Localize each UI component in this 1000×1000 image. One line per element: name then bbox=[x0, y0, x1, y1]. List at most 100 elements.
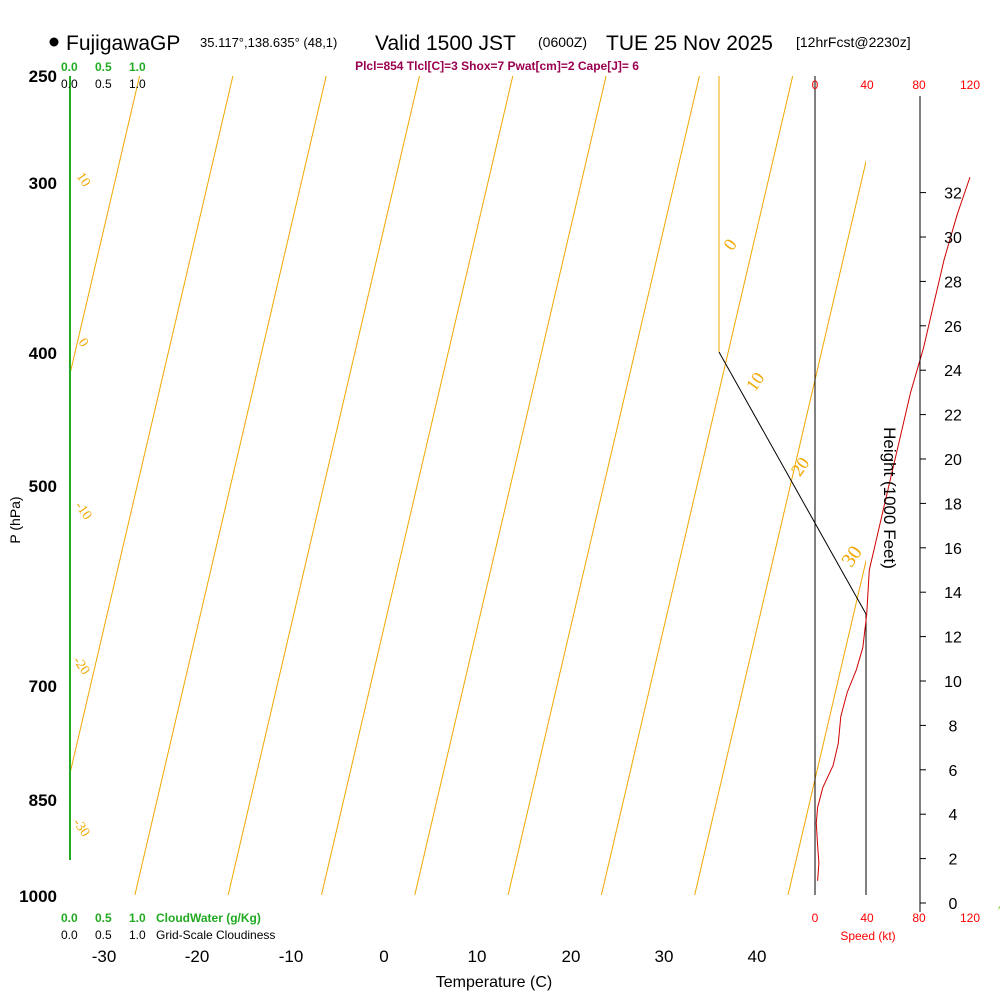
height-axis: Height (1000 Feet) 024681012141618202224… bbox=[880, 96, 962, 913]
svg-text:0.5: 0.5 bbox=[95, 60, 112, 74]
svg-text:120: 120 bbox=[960, 911, 980, 925]
svg-text:1.0: 1.0 bbox=[129, 77, 146, 91]
svg-text:80: 80 bbox=[912, 78, 926, 92]
speed-axis: 0 40 80 120 0 40 80 120 Speed (kt) bbox=[812, 78, 981, 943]
dry-adiabat-line bbox=[863, 0, 1000, 2]
moist-adiabat-line bbox=[591, 0, 1000, 2]
speed-panel bbox=[718, 76, 867, 895]
svg-text:1.0: 1.0 bbox=[129, 60, 146, 74]
moist-adiabat-line bbox=[637, 0, 1000, 2]
diagram-background bbox=[0, 0, 1000, 895]
isotherm-label: -30 bbox=[69, 816, 92, 840]
title-row: FujigawaGP 35.117°,138.635° (48,1) Valid… bbox=[49, 32, 911, 55]
cloud-axis-top: 0.0 0.5 1.0 0.0 0.5 1.0 bbox=[61, 60, 146, 91]
cloudiness-label: Grid-Scale Cloudiness bbox=[156, 928, 275, 942]
height-tick-label: 22 bbox=[944, 408, 962, 425]
pressure-tick-700: 700 bbox=[29, 677, 57, 696]
pressure-tick-1000: 1000 bbox=[19, 887, 57, 906]
station-dot-icon bbox=[49, 37, 59, 47]
height-tick-label: 8 bbox=[949, 718, 958, 735]
svg-text:80: 80 bbox=[912, 911, 926, 925]
svg-text:40: 40 bbox=[860, 911, 874, 925]
isotherm-label: 10 bbox=[742, 368, 769, 394]
svg-text:0.0: 0.0 bbox=[61, 77, 78, 91]
svg-text:0: 0 bbox=[812, 911, 819, 925]
isotherm-line bbox=[600, 76, 794, 895]
moist-adiabat-line bbox=[605, 0, 1000, 2]
moist-adiabat-line bbox=[844, 0, 1000, 2]
moist-adiabat-line bbox=[679, 0, 1000, 2]
svg-text:0.0: 0.0 bbox=[61, 928, 78, 942]
pressure-tick-300: 300 bbox=[29, 174, 57, 193]
y-axis-label: P (hPa) bbox=[7, 496, 23, 543]
dry-adiabat-line bbox=[487, 0, 975, 2]
temp-tick-40: 40 bbox=[748, 947, 767, 966]
pressure-tick-400: 400 bbox=[29, 344, 57, 363]
height-tick-label: 6 bbox=[949, 763, 958, 780]
isotherm-line bbox=[70, 76, 141, 377]
cloud-axis-bottom: 0.0 0.5 1.0 CloudWater (g/Kg) 0.0 0.5 1.… bbox=[61, 911, 275, 942]
height-tick-label: 20 bbox=[944, 452, 962, 469]
temp-tick--30: -30 bbox=[92, 947, 117, 966]
dry-adiabat-line bbox=[801, 0, 1000, 2]
cloudwater-label: CloudWater (g/Kg) bbox=[156, 911, 261, 925]
height-tick-label: 26 bbox=[944, 319, 962, 336]
height-axis-label: Height (1000 Feet) bbox=[880, 427, 899, 569]
dry-adiabat-line bbox=[299, 0, 695, 2]
temp-tick--10: -10 bbox=[279, 947, 304, 966]
dry-adiabat-line bbox=[926, 0, 1000, 2]
svg-text:1.0: 1.0 bbox=[129, 928, 146, 942]
height-tick-label: 16 bbox=[944, 541, 962, 558]
svg-text:0: 0 bbox=[812, 78, 819, 92]
temp-tick-0: 0 bbox=[379, 947, 388, 966]
isotherm-line bbox=[507, 76, 700, 895]
temp-tick--20: -20 bbox=[185, 947, 210, 966]
dry-adiabat-line bbox=[989, 0, 1000, 2]
isotherm-label: 10 bbox=[73, 170, 93, 190]
dry-adiabat-line bbox=[675, 0, 1000, 2]
height-tick-label: 18 bbox=[944, 496, 962, 513]
svg-text:0.0: 0.0 bbox=[61, 60, 78, 74]
height-tick-label: 4 bbox=[949, 807, 958, 824]
valid-date: TUE 25 Nov 2025 bbox=[606, 32, 773, 55]
svg-text:0.5: 0.5 bbox=[95, 911, 112, 925]
svg-text:120: 120 bbox=[960, 78, 980, 92]
dry-adiabat-line bbox=[550, 0, 1000, 2]
moist-adiabat-line bbox=[918, 0, 1000, 2]
height-tick-label: 10 bbox=[944, 674, 962, 691]
svg-text:0.0: 0.0 bbox=[61, 911, 78, 925]
svg-text:1.0: 1.0 bbox=[129, 911, 146, 925]
isotherm-line bbox=[0, 0, 47, 895]
moist-adiabat-line bbox=[577, 0, 1000, 2]
isotherm-label: -10 bbox=[71, 499, 94, 523]
isotherm-line bbox=[70, 76, 234, 776]
mixing-ratio-label: 1 bbox=[995, 903, 1000, 917]
dry-adiabat-line bbox=[738, 0, 1000, 2]
pressure-tick-250: 250 bbox=[29, 67, 57, 86]
dry-adiabat-line bbox=[612, 0, 1000, 2]
valid-time: Valid 1500 JST bbox=[375, 32, 516, 55]
height-tick-label: 12 bbox=[944, 630, 962, 647]
isotherm-label: 0 bbox=[75, 336, 91, 350]
station-name: FujigawaGP bbox=[66, 32, 180, 55]
moist-adiabat-line bbox=[727, 0, 1000, 2]
valid-zulu: (0600Z) bbox=[538, 34, 587, 50]
isotherm-line bbox=[694, 159, 866, 895]
height-tick-label: 30 bbox=[944, 230, 962, 247]
x-axis-label: Temperature (C) bbox=[436, 974, 552, 991]
isotherm-label: -20 bbox=[69, 654, 92, 678]
temp-tick-30: 30 bbox=[655, 947, 674, 966]
height-tick-label: 2 bbox=[949, 852, 958, 869]
moist-adiabat-line bbox=[563, 0, 975, 2]
moist-adiabat-line bbox=[781, 0, 1000, 2]
dry-adiabat-line bbox=[424, 0, 881, 2]
forecast-info: [12hrFcst@2230z] bbox=[796, 34, 911, 50]
svg-text:40: 40 bbox=[860, 78, 874, 92]
station-coords: 35.117°,138.635° (48,1) bbox=[200, 35, 337, 50]
dry-adiabat-line bbox=[361, 0, 788, 2]
isotherm-label: 30 bbox=[837, 542, 866, 571]
isotherm-label: 0 bbox=[719, 235, 741, 254]
height-tick-label: 32 bbox=[944, 186, 962, 203]
